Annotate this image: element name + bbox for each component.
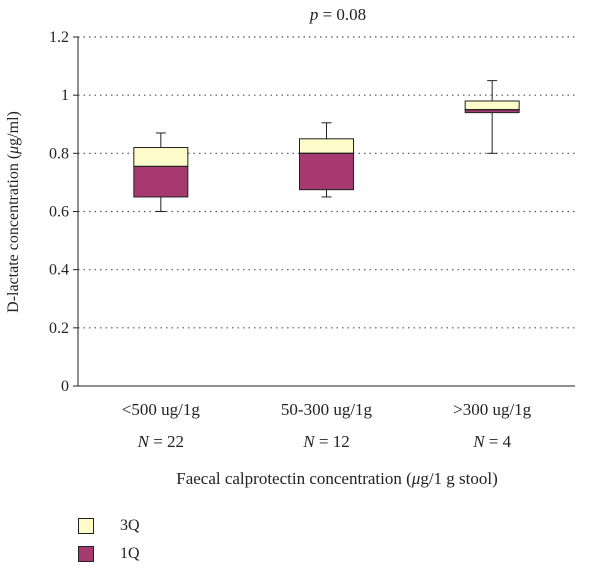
y-tick-label: 0.2 — [49, 320, 69, 337]
box-2 — [299, 122, 354, 198]
box-1q-segment — [299, 152, 354, 191]
y-tick-label: 0.8 — [49, 145, 69, 162]
y-tick-label: 1.2 — [49, 29, 69, 46]
chart-title: p = 0.08 — [309, 5, 366, 24]
y-tick-label: 0 — [61, 378, 69, 395]
y-tick-labels: 0 0.2 0.4 0.6 0.8 1 1.2 — [49, 29, 78, 395]
x-category-label: >300 ug/1g — [453, 400, 532, 419]
x-axis-label: Faecal calprotectin concentration (μg/1 … — [176, 469, 498, 488]
n-label: N = 12 — [302, 432, 349, 451]
n-label: N = 4 — [472, 432, 511, 451]
x-category-labels: <500 ug/1g N = 22 50-300 ug/1g N = 12 >300 u… — [122, 400, 532, 451]
legend-item-1q: 1Q — [78, 545, 140, 563]
title-rest: = 0.08 — [318, 5, 366, 24]
y-tick-label: 0.6 — [49, 204, 69, 221]
y-tick-label: 1 — [61, 87, 69, 104]
box-3q-segment — [133, 147, 189, 167]
y-axis-label: D-lactate concentration (μg/ml) — [5, 111, 22, 313]
box-3 — [464, 80, 520, 154]
legend-label-1q: 1Q — [120, 545, 140, 562]
title-italic-p: p — [309, 5, 319, 24]
legend-swatch-1q — [78, 546, 94, 562]
x-category-label: <500 ug/1g — [122, 400, 201, 419]
box-3q-segment — [464, 100, 520, 111]
legend-item-3q: 3Q — [78, 517, 140, 535]
n-label: N = 22 — [137, 432, 184, 451]
legend-swatch-3q — [78, 518, 94, 534]
y-tick-label: 0.4 — [49, 262, 69, 279]
legend-label-3q: 3Q — [120, 517, 140, 534]
box-1 — [133, 132, 189, 212]
boxes — [133, 80, 520, 212]
x-category-label: 50-300 ug/1g — [281, 400, 373, 419]
box-3q-segment — [299, 138, 354, 154]
box-1q-segment — [133, 165, 189, 198]
